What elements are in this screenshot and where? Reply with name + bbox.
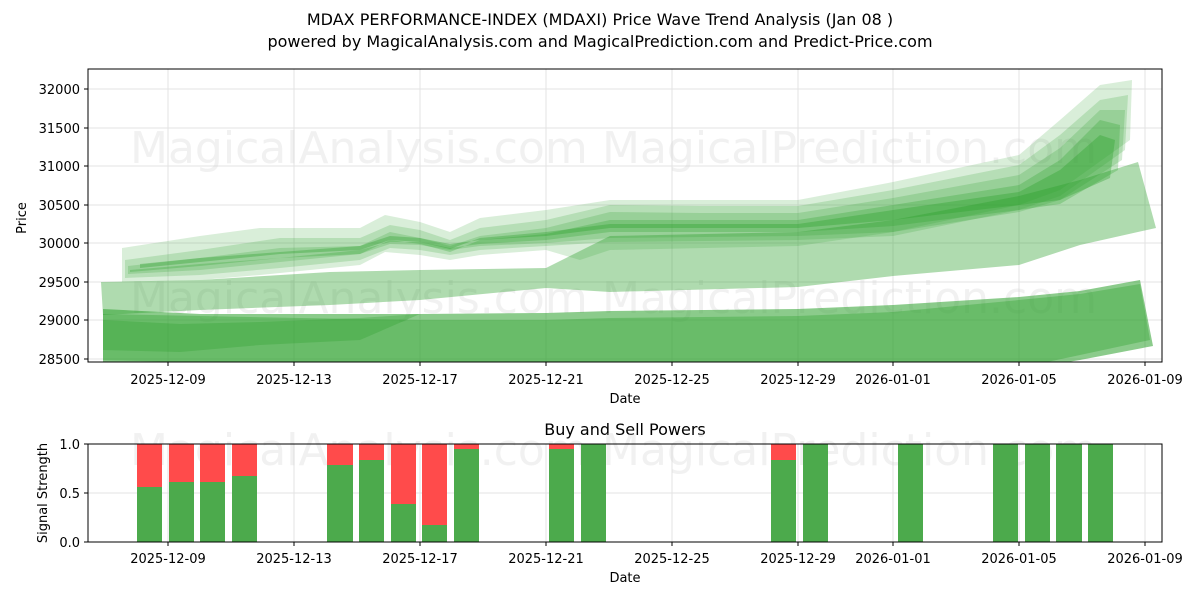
y-tick-28500: 28500 <box>39 353 80 368</box>
chart-subtitle: powered by MagicalAnalysis.com and Magic… <box>267 32 933 51</box>
price-y-axis-label: Price <box>15 202 30 234</box>
power-x-tick-2026-01-05: 2026-01-05 <box>981 552 1057 567</box>
price-x-axis-label: Date <box>609 392 640 407</box>
x-tick-2026-01-09: 2026-01-09 <box>1107 373 1183 388</box>
power-chart-title: Buy and Sell Powers <box>544 420 706 439</box>
bar-2025-12-16 <box>359 444 384 542</box>
long-term-wave-dark <box>103 314 420 352</box>
price-axes-frame <box>87 68 1163 363</box>
power-x-axis-label: Date <box>609 571 640 586</box>
watermark-magicalprediction: MagicalPrediction.com <box>602 123 1097 174</box>
bar-2026-01-08 <box>1088 444 1113 542</box>
power-x-tick-2025-12-17: 2025-12-17 <box>382 552 458 567</box>
price-chart: MagicalAnalysis.com MagicalPrediction.co… <box>15 68 1183 407</box>
bar-2025-12-11 <box>200 444 225 542</box>
bar-2025-12-22 <box>549 444 574 542</box>
long-term-wave-band-inner <box>103 284 1150 362</box>
power-bars <box>137 444 1113 542</box>
x-tick-2026-01-05: 2026-01-05 <box>981 373 1057 388</box>
bar-2025-12-30 <box>803 444 828 542</box>
y-tick-30500: 30500 <box>39 199 80 214</box>
x-tick-2025-12-25: 2025-12-25 <box>634 373 710 388</box>
power-x-axis: 2025-12-09 2025-12-13 2025-12-17 2025-12… <box>130 542 1183 586</box>
x-tick-2025-12-17: 2025-12-17 <box>382 373 458 388</box>
x-tick-2026-01-01: 2026-01-01 <box>855 373 931 388</box>
power-grid <box>88 444 1162 542</box>
x-tick-2025-12-13: 2025-12-13 <box>256 373 332 388</box>
watermark-magicalprediction-3: MagicalPrediction.com <box>602 425 1097 476</box>
bar-2026-01-02 <box>898 444 923 542</box>
power-x-tick-2025-12-29: 2025-12-29 <box>760 552 836 567</box>
power-x-tick-2025-12-25: 2025-12-25 <box>634 552 710 567</box>
power-y-axis: 1.0 0.5 0.0 Signal Strength <box>36 438 88 551</box>
power-x-tick-2025-12-21: 2025-12-21 <box>508 552 584 567</box>
power-y-axis-label: Signal Strength <box>36 443 51 543</box>
wave-bands <box>101 80 1156 362</box>
y-tick-0.0: 0.0 <box>59 536 80 551</box>
short-term-wave-layers <box>122 80 1132 282</box>
bar-2025-12-23 <box>581 444 606 542</box>
mid-term-wave-band <box>101 162 1156 315</box>
power-x-tick-2026-01-01: 2026-01-01 <box>855 552 931 567</box>
bar-2026-01-05 <box>993 444 1018 542</box>
x-tick-2025-12-09: 2025-12-09 <box>130 373 206 388</box>
x-tick-2025-12-21: 2025-12-21 <box>508 373 584 388</box>
y-tick-31000: 31000 <box>39 160 80 175</box>
y-tick-1.0: 1.0 <box>59 438 80 453</box>
bar-2025-12-15 <box>327 444 353 542</box>
y-tick-29000: 29000 <box>39 314 80 329</box>
power-x-tick-2025-12-09: 2025-12-09 <box>130 552 206 567</box>
bar-2025-12-18 <box>422 444 447 542</box>
bar-2025-12-19 <box>454 444 479 542</box>
power-x-tick-2025-12-13: 2025-12-13 <box>256 552 332 567</box>
y-tick-30000: 30000 <box>39 237 80 252</box>
y-tick-32000: 32000 <box>39 83 80 98</box>
bar-2026-01-07 <box>1056 444 1082 542</box>
chart-title: MDAX PERFORMANCE-INDEX (MDAXI) Price Wav… <box>306 10 894 29</box>
power-x-tick-2026-01-09: 2026-01-09 <box>1107 552 1183 567</box>
bar-2025-12-29 <box>771 444 796 542</box>
y-tick-29500: 29500 <box>39 276 80 291</box>
price-x-axis: 2025-12-09 2025-12-13 2025-12-17 2025-12… <box>130 362 1183 407</box>
watermark-magicalanalysis-3: MagicalAnalysis.com <box>130 425 588 476</box>
price-y-axis: 32000 31500 31000 30500 30000 29500 2900… <box>15 83 88 368</box>
bar-2025-12-09 <box>137 444 162 542</box>
x-tick-2025-12-29: 2025-12-29 <box>760 373 836 388</box>
bar-2026-01-06 <box>1025 444 1050 542</box>
watermark-magicalanalysis: MagicalAnalysis.com <box>130 123 588 174</box>
bar-2025-12-17 <box>391 444 416 542</box>
y-tick-0.5: 0.5 <box>59 487 80 502</box>
bar-2025-12-12 <box>232 444 257 542</box>
y-tick-31500: 31500 <box>39 122 80 137</box>
power-chart: Buy and Sell Powers MagicalAnalysis.com … <box>36 420 1183 586</box>
long-term-wave-band <box>103 280 1153 362</box>
bar-2025-12-10 <box>169 444 194 542</box>
